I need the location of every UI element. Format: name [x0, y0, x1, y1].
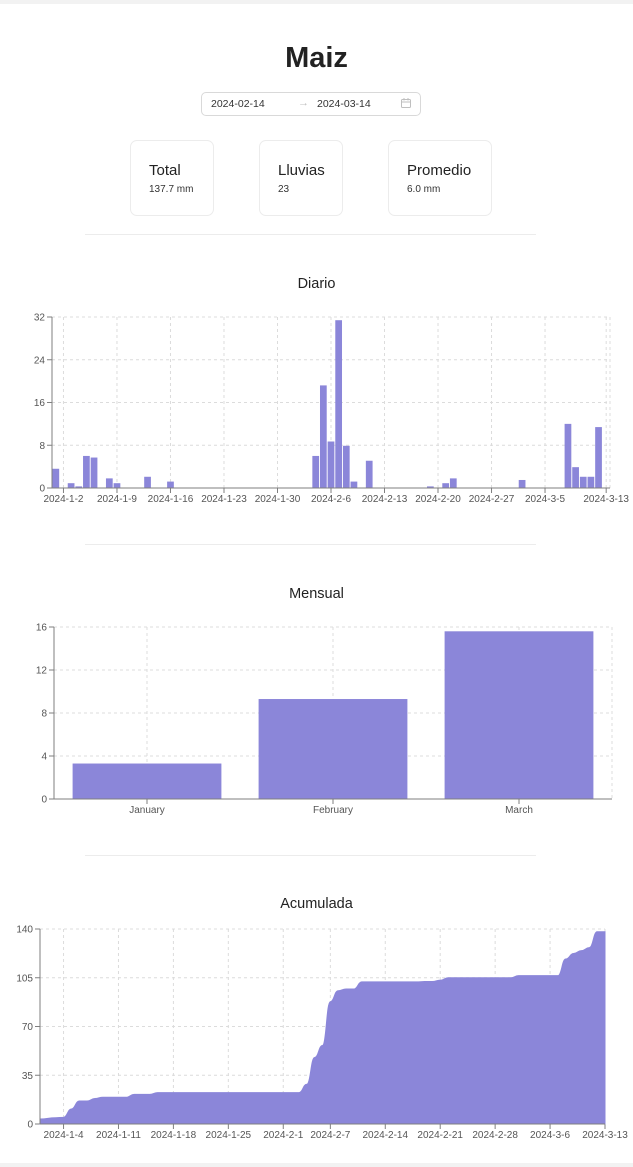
x-tick-label: 2024-1-23 — [201, 494, 247, 505]
stat-value: 137.7 mm — [149, 184, 194, 195]
bottom-bar — [0, 1163, 633, 1167]
stat-card-lluvias: Lluvias 23 — [259, 140, 343, 216]
cumulative-area — [39, 931, 606, 1125]
x-tick-label: February — [313, 805, 353, 816]
x-tick-label: 2024-2-7 — [310, 1130, 350, 1141]
daily-bar — [564, 423, 572, 488]
stat-card-total: Total 137.7 mm — [130, 140, 214, 216]
x-tick-label: 2024-3-13 — [582, 1130, 628, 1141]
x-tick-label: 2024-1-11 — [96, 1130, 141, 1141]
date-range-picker[interactable]: 2024-02-14 → 2024-03-14 — [201, 92, 421, 116]
daily-bar — [449, 478, 457, 488]
monthly-bar — [258, 699, 408, 799]
daily-bar — [335, 320, 343, 488]
x-tick-label: 2024-1-16 — [148, 494, 194, 505]
x-tick-label: 2024-1-25 — [206, 1130, 252, 1141]
daily-bar — [52, 468, 60, 488]
y-tick-label: 0 — [27, 1120, 33, 1131]
y-tick-label: 16 — [36, 623, 48, 634]
x-tick-label: 2024-1-18 — [151, 1130, 197, 1141]
daily-bar — [350, 481, 358, 488]
x-tick-label: 2024-1-30 — [255, 494, 301, 505]
monthly-bar — [444, 631, 594, 799]
stat-card-promedio: Promedio 6.0 mm — [388, 140, 492, 216]
top-bar — [0, 0, 633, 4]
daily-bar — [587, 476, 595, 488]
stat-value: 6.0 mm — [407, 184, 441, 195]
daily-bar — [319, 385, 327, 488]
x-tick-label: 2024-1-9 — [97, 494, 137, 505]
x-tick-label: 2024-2-20 — [415, 494, 461, 505]
arrow-right-icon: → — [298, 97, 309, 109]
cumulative-area-chart: 0 35 70 105 140 2024-1-4 2024-1-11 2024-1-18 202… — [16, 925, 628, 1142]
daily-bar — [312, 455, 320, 488]
page-title: Maiz — [285, 42, 348, 74]
y-tick-label: 70 — [22, 1022, 34, 1033]
daily-bar — [167, 481, 174, 488]
x-tick-label: 2024-2-1 — [263, 1130, 303, 1141]
daily-bar — [75, 486, 83, 488]
daily-bar — [518, 479, 526, 488]
y-tick-label: 8 — [39, 441, 45, 452]
x-tick-label: 2024-2-28 — [472, 1130, 518, 1141]
daily-bar — [365, 460, 373, 488]
monthly-bar — [72, 763, 222, 799]
daily-bar — [83, 455, 90, 488]
stat-value: 23 — [278, 184, 290, 195]
x-tick-label: January — [129, 805, 165, 816]
section-divider — [85, 544, 536, 545]
daily-bar — [427, 486, 434, 488]
start-date-input[interactable]: 2024-02-14 — [211, 98, 265, 110]
x-tick-label: 2024-3-13 — [583, 494, 629, 505]
x-tick-label: 2024-3-5 — [525, 494, 565, 505]
y-tick-label: 12 — [36, 666, 48, 677]
x-tick-label: 2024-2-21 — [417, 1130, 463, 1141]
y-tick-label: 0 — [41, 795, 47, 806]
daily-bar — [90, 457, 98, 488]
daily-bar — [113, 483, 121, 488]
x-tick-label: 2024-3-6 — [530, 1130, 570, 1141]
chart-title-diario: Diario — [297, 276, 336, 292]
y-tick-label: 4 — [41, 752, 47, 763]
daily-bar — [144, 476, 151, 488]
x-tick-label: 2024-1-2 — [43, 494, 83, 505]
daily-bar — [327, 441, 335, 488]
daily-bar — [595, 427, 602, 488]
calendar-icon[interactable] — [401, 98, 411, 108]
y-tick-label: 105 — [16, 973, 33, 984]
x-tick-label: 2024-2-13 — [362, 494, 408, 505]
x-tick-label: 2024-2-6 — [311, 494, 351, 505]
x-tick-label: 2024-2-14 — [362, 1130, 408, 1141]
section-divider — [85, 234, 536, 235]
y-tick-label: 0 — [39, 484, 45, 495]
x-tick-label: March — [505, 805, 533, 816]
stat-label: Lluvias — [278, 162, 325, 179]
daily-bar — [342, 445, 350, 488]
y-tick-label: 35 — [22, 1071, 34, 1082]
daily-bar — [579, 476, 587, 488]
stat-label: Promedio — [407, 162, 472, 179]
end-date-input[interactable]: 2024-03-14 — [317, 98, 371, 110]
x-tick-label: 2024-2-27 — [469, 494, 515, 505]
y-tick-label: 8 — [41, 709, 47, 720]
stat-label: Total — [149, 162, 181, 179]
daily-bar — [442, 483, 450, 488]
chart-title-acumulada: Acumulada — [280, 896, 353, 912]
daily-bar — [105, 478, 113, 488]
daily-bar-chart: 0 8 16 24 32 2024-1-2 2024-1-9 2024-1-16 2024-1-… — [34, 313, 630, 506]
section-divider — [85, 855, 536, 856]
daily-bar — [67, 483, 75, 488]
y-tick-label: 32 — [34, 313, 46, 324]
y-tick-label: 140 — [16, 925, 33, 936]
x-tick-label: 2024-1-4 — [44, 1130, 84, 1141]
y-tick-label: 16 — [34, 398, 46, 409]
chart-title-mensual: Mensual — [289, 586, 344, 602]
y-tick-label: 24 — [34, 355, 46, 366]
monthly-bar-chart: 0 4 8 12 16 January February March — [36, 623, 613, 816]
daily-bar — [572, 467, 579, 488]
